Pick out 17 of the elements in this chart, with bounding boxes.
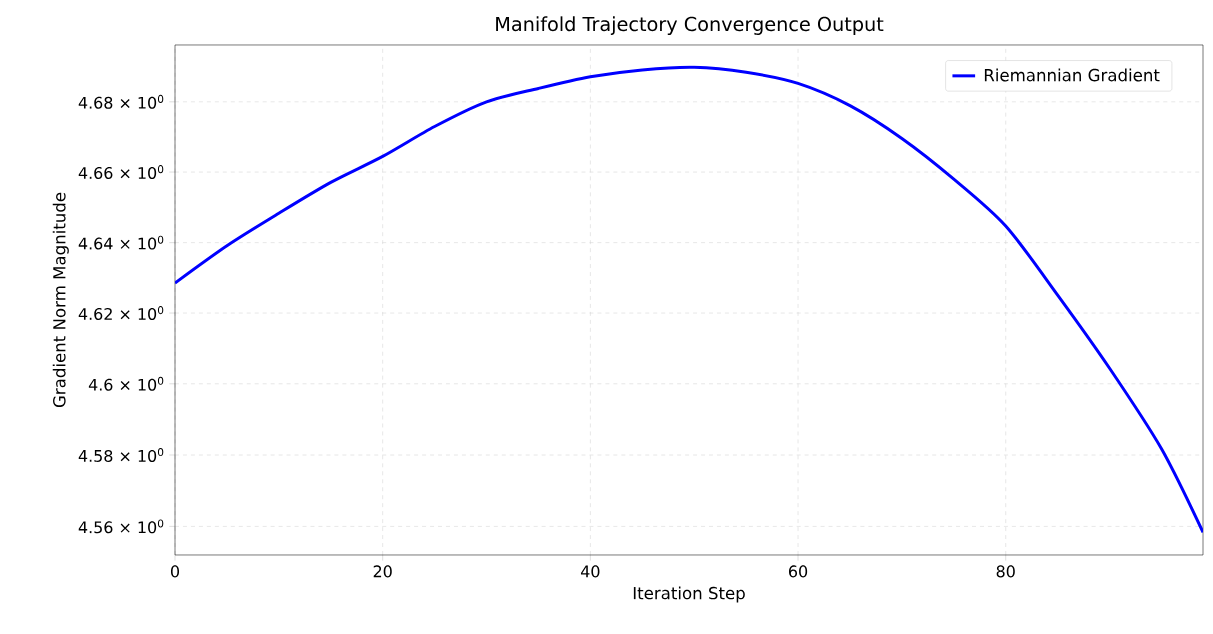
y-tick-label: 4.58 × 10$^{0}$ (78, 448, 164, 462)
y-tick-label: 4.6 × 10$^{0}$ (88, 376, 164, 391)
legend-label: Riemannian Gradient (984, 68, 1160, 82)
y-tick-label: 4.62 × 10$^{0}$ (78, 306, 164, 320)
y-axis-title: Gradient Norm Magnitude (52, 192, 69, 408)
x-tick-label: 20 (373, 565, 392, 578)
y-tick-label: 4.56 × 10$^{0}$ (78, 519, 164, 534)
chart-title: Manifold Trajectory Convergence Output (496, 16, 884, 35)
y-tick-label: 4.66 × 10$^{0}$ (78, 165, 164, 180)
x-axis-title: Iteration Step (633, 586, 745, 603)
line-series (175, 65, 1204, 534)
x-tick-label: 80 (996, 565, 1015, 578)
y-tick-label: 4.64 × 10$^{0}$ (78, 235, 164, 250)
x-tick-label: 60 (789, 565, 808, 578)
x-tick-label: 0 (170, 565, 180, 578)
x-tick-label: 40 (580, 565, 600, 578)
y-tick-label: 4.68 × 10$^{0}$ (78, 94, 164, 109)
